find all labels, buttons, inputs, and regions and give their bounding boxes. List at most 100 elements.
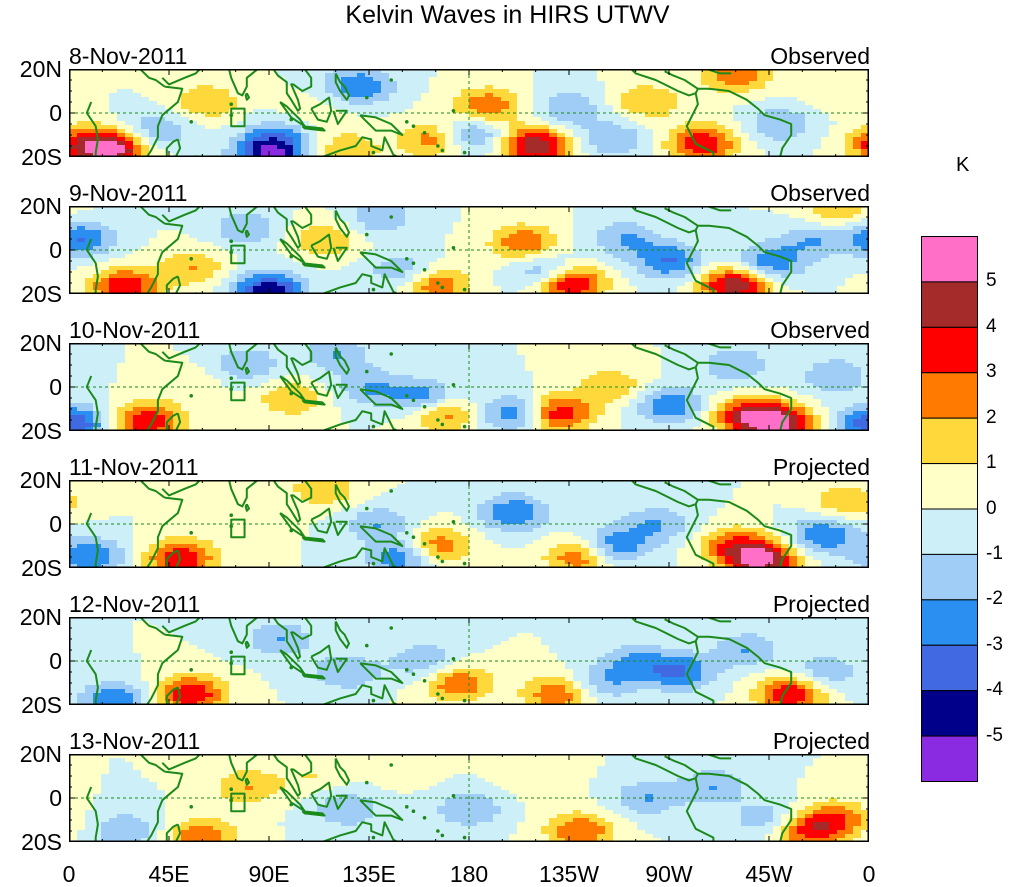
anomaly-cell: [661, 97, 670, 102]
anomaly-cell: [781, 210, 790, 215]
anomaly-cell: [829, 141, 838, 146]
anomaly-cell: [541, 242, 550, 247]
island: [229, 102, 234, 106]
anomaly-cell: [181, 141, 190, 146]
anomaly-cell: [181, 93, 190, 98]
anomaly-cell: [701, 121, 710, 126]
anomaly-cell: [669, 286, 678, 291]
anomaly-cell: [421, 109, 430, 114]
anomaly-cell: [373, 355, 382, 360]
anomaly-cell: [581, 210, 590, 215]
anomaly-cell: [677, 129, 686, 134]
anomaly-cell: [661, 153, 670, 157]
anomaly-cell: [765, 351, 774, 356]
anomaly-cell: [741, 117, 750, 122]
anomaly-cell: [533, 270, 542, 275]
anomaly-cell: [725, 113, 734, 118]
anomaly-cell: [541, 89, 550, 94]
anomaly-cell: [181, 282, 190, 287]
anomaly-cell: [437, 109, 446, 114]
anomaly-cell: [357, 226, 366, 231]
chart-title: Kelvin Waves in HIRS UTWV: [345, 1, 670, 29]
anomaly-cell: [669, 343, 678, 348]
anomaly-cell: [221, 270, 230, 275]
anomaly-cell: [77, 218, 86, 223]
anomaly-cell: [781, 73, 790, 78]
anomaly-cell: [221, 230, 230, 235]
anomaly-cell: [581, 89, 590, 94]
anomaly-cell: [637, 270, 646, 275]
anomaly-cell: [805, 214, 814, 219]
anomaly-cell: [525, 226, 534, 231]
anomaly-cell: [293, 270, 302, 275]
anomaly-cell: [277, 258, 286, 263]
anomaly-cell: [717, 101, 726, 106]
island: [404, 120, 409, 124]
anomaly-cell: [485, 153, 494, 157]
anomaly-cell: [573, 121, 582, 126]
anomaly-cell: [565, 105, 574, 110]
anomaly-cell: [389, 89, 398, 94]
anomaly-cell: [181, 278, 190, 283]
anomaly-cell: [165, 93, 174, 98]
anomaly-cell: [389, 85, 398, 90]
anomaly-cell: [605, 282, 614, 287]
anomaly-cell: [229, 246, 238, 251]
anomaly-cell: [597, 77, 606, 82]
anomaly-cell: [309, 351, 318, 356]
anomaly-cell: [269, 81, 278, 86]
anomaly-cell: [501, 69, 510, 74]
anomaly-cell: [613, 266, 622, 271]
anomaly-cell: [773, 149, 782, 154]
anomaly-cell: [389, 347, 398, 352]
anomaly-cell: [357, 89, 366, 94]
anomaly-cell: [357, 270, 366, 275]
anomaly-cell: [149, 222, 158, 227]
anomaly-cell: [445, 141, 454, 146]
anomaly-cell: [645, 69, 654, 74]
anomaly-cell: [205, 93, 214, 98]
anomaly-cell: [445, 210, 454, 215]
anomaly-cell: [677, 113, 686, 118]
anomaly-cell: [133, 290, 142, 294]
anomaly-cell: [781, 347, 790, 352]
anomaly-cell: [165, 274, 174, 279]
anomaly-cell: [725, 81, 734, 86]
anomaly-cell: [525, 85, 534, 90]
anomaly-cell: [125, 270, 134, 275]
anomaly-cell: [629, 137, 638, 142]
anomaly-cell: [197, 89, 206, 94]
anomaly-cell: [621, 97, 630, 102]
anomaly-cell: [405, 206, 414, 211]
anomaly-cell: [301, 254, 310, 259]
anomaly-cell: [717, 133, 726, 138]
anomaly-cell: [645, 121, 654, 126]
anomaly-cell: [669, 258, 678, 263]
anomaly-cell: [389, 270, 398, 275]
anomaly-cell: [229, 274, 238, 279]
anomaly-cell: [453, 246, 462, 251]
anomaly-cell: [453, 121, 462, 126]
anomaly-cell: [221, 286, 230, 291]
anomaly-cell: [773, 93, 782, 98]
anomaly-cell: [741, 238, 750, 243]
anomaly-cell: [149, 206, 158, 211]
anomaly-cell: [541, 85, 550, 90]
anomaly-cell: [413, 222, 422, 227]
anomaly-cell: [109, 286, 118, 291]
anomaly-cell: [661, 85, 670, 90]
anomaly-cell: [525, 347, 534, 352]
anomaly-cell: [381, 69, 390, 74]
anomaly-cell: [229, 278, 238, 283]
anomaly-cell: [253, 290, 262, 294]
anomaly-cell: [565, 113, 574, 118]
anomaly-cell: [501, 77, 510, 82]
anomaly-cell: [293, 278, 302, 283]
anomaly-cell: [437, 81, 446, 86]
anomaly-cell: [453, 347, 462, 352]
anomaly-cell: [773, 343, 782, 348]
anomaly-cell: [205, 234, 214, 239]
anomaly-cell: [229, 290, 238, 294]
anomaly-cell: [773, 347, 782, 352]
anomaly-cell: [829, 133, 838, 138]
